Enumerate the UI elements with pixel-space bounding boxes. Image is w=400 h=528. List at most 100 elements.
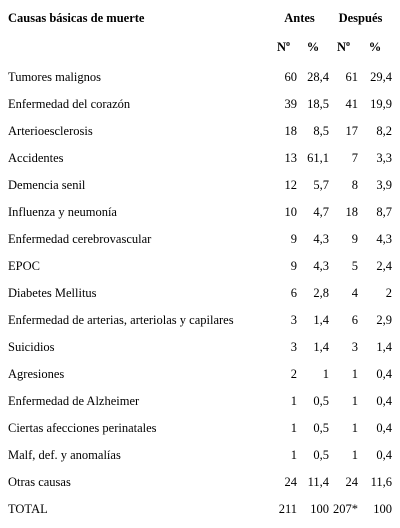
n-after-cell: 41 [345, 97, 359, 111]
n-before-cell: 39 [284, 97, 298, 111]
n-superscript: o [346, 39, 351, 48]
column-group-after: Después [338, 10, 383, 25]
pct-before-cell: 8,5 [313, 124, 329, 138]
table-row: Ciertas afecciones perinatales 1 0,5 1 0,4 [4, 415, 392, 442]
table-row: Enfermedad del corazón 39 18,5 41 19,9 [4, 91, 392, 118]
cause-cell: Enfermedad del corazón [8, 97, 131, 111]
cause-cell: Arterioesclerosis [8, 124, 93, 138]
n-after-cell: 6 [351, 313, 358, 327]
n-after-cell: 3 [351, 340, 358, 354]
subheader-n-before: No [270, 30, 297, 64]
n-after-cell: 61 [345, 70, 359, 84]
pct-after-cell: 0,4 [376, 448, 392, 462]
n-label: N [276, 40, 287, 54]
pct-after-cell: 2 [385, 286, 392, 300]
pct-before-cell: 61,1 [307, 151, 329, 165]
n-before-cell: 24 [284, 475, 298, 489]
n-after-cell: 1 [351, 394, 358, 408]
cause-cell: Malf, def. y anomalías [8, 448, 121, 462]
n-before-cell: 6 [290, 286, 297, 300]
n-after-cell: 4 [351, 286, 358, 300]
table-row: Agresiones 2 1 1 0,4 [4, 361, 392, 388]
pct-before-cell: 5,7 [313, 178, 329, 192]
table-row: Accidentes 13 61,1 7 3,3 [4, 145, 392, 172]
n-after-cell: 7 [351, 151, 358, 165]
cause-cell: Diabetes Mellitus [8, 286, 97, 300]
cause-cell: Accidentes [8, 151, 64, 165]
n-before-cell: 1 [290, 448, 297, 462]
pct-after-cell: 8,2 [376, 124, 392, 138]
n-after-cell: 1 [351, 367, 358, 381]
table-row: Influenza y neumonía 10 4,7 18 8,7 [4, 199, 392, 226]
n-after-cell: 17 [345, 124, 359, 138]
cause-cell: Suicidios [8, 340, 55, 354]
subheader-n-after: No [329, 30, 358, 64]
pct-after-cell: 0,4 [376, 421, 392, 435]
cause-cell: Enfermedad cerebrovascular [8, 232, 152, 246]
pct-after-cell: 3,9 [376, 178, 392, 192]
mortality-table: Causas básicas de muerte Antes Después N… [4, 6, 392, 523]
cause-cell: Enfermedad de arterias, arteriolas y cap… [8, 313, 234, 327]
pct-after-cell: 3,3 [376, 151, 392, 165]
n-after-cell: 9 [351, 232, 358, 246]
pct-after-cell: 1,4 [376, 340, 392, 354]
n-before-cell: 211 [278, 502, 297, 516]
pct-before-cell: 4,3 [313, 232, 329, 246]
pct-before-cell: 1 [322, 367, 329, 381]
table-body: Tumores malignos 60 28,4 61 29,4 Enfermedad d… [4, 64, 392, 523]
pct-before-cell: 28,4 [307, 70, 329, 84]
n-before-cell: 2 [290, 367, 297, 381]
pct-after-cell: 29,4 [370, 70, 392, 84]
pct-before-cell: 1,4 [313, 313, 329, 327]
pct-after-cell: 2,4 [376, 259, 392, 273]
table-row: Suicidios 3 1,4 3 1,4 [4, 334, 392, 361]
pct-after-cell: 4,3 [376, 232, 392, 246]
n-before-cell: 3 [290, 313, 297, 327]
table-row: Enfermedad de arterias, arteriolas y cap… [4, 307, 392, 334]
pct-before-cell: 18,5 [307, 97, 329, 111]
table-row: EPOC 9 4,3 5 2,4 [4, 253, 392, 280]
n-before-cell: 12 [284, 178, 298, 192]
pct-before-cell: 4,7 [313, 205, 329, 219]
n-before-cell: 18 [284, 124, 298, 138]
table-row: Tumores malignos 60 28,4 61 29,4 [4, 64, 392, 91]
cause-cell: Agresiones [8, 367, 65, 381]
table-row: TOTAL 211 100 207* 100 [4, 496, 392, 523]
table-row: Diabetes Mellitus 6 2,8 4 2 [4, 280, 392, 307]
n-after-cell: 5 [351, 259, 358, 273]
subheader-empty [4, 30, 270, 64]
n-after-cell: 18 [345, 205, 359, 219]
table-row: Malf, def. y anomalías 1 0,5 1 0,4 [4, 442, 392, 469]
cause-cell: TOTAL [8, 502, 48, 516]
table-row: Otras causas 24 11,4 24 11,6 [4, 469, 392, 496]
cause-cell: EPOC [8, 259, 40, 273]
pct-before-cell: 0,5 [313, 448, 329, 462]
subheader-pct-after: % [368, 39, 382, 54]
cause-cell: Influenza y neumonía [8, 205, 117, 219]
pct-after-cell: 8,7 [376, 205, 392, 219]
n-before-cell: 9 [290, 259, 297, 273]
n-before-cell: 10 [284, 205, 298, 219]
table-row: Arterioesclerosis 18 8,5 17 8,2 [4, 118, 392, 145]
pct-before-cell: 100 [310, 502, 329, 516]
pct-before-cell: 0,5 [313, 421, 329, 435]
column-group-before: Antes [284, 10, 315, 25]
n-before-cell: 1 [290, 421, 297, 435]
n-superscript: o [286, 39, 291, 48]
n-before-cell: 3 [290, 340, 297, 354]
pct-before-cell: 2,8 [313, 286, 329, 300]
n-after-cell: 207* [333, 502, 358, 516]
pct-before-cell: 0,5 [313, 394, 329, 408]
n-before-cell: 1 [290, 394, 297, 408]
table-row: Demencia senil 12 5,7 8 3,9 [4, 172, 392, 199]
table-row: Enfermedad de Alzheimer 1 0,5 1 0,4 [4, 388, 392, 415]
n-after-cell: 8 [351, 178, 358, 192]
column-header-cause: Causas básicas de muerte [8, 10, 145, 25]
n-before-cell: 13 [284, 151, 298, 165]
n-before-cell: 60 [284, 70, 298, 84]
pct-after-cell: 100 [373, 502, 392, 516]
table-row: Enfermedad cerebrovascular 9 4,3 9 4,3 [4, 226, 392, 253]
pct-after-cell: 19,9 [370, 97, 392, 111]
cause-cell: Ciertas afecciones perinatales [8, 421, 157, 435]
cause-cell: Otras causas [8, 475, 71, 489]
